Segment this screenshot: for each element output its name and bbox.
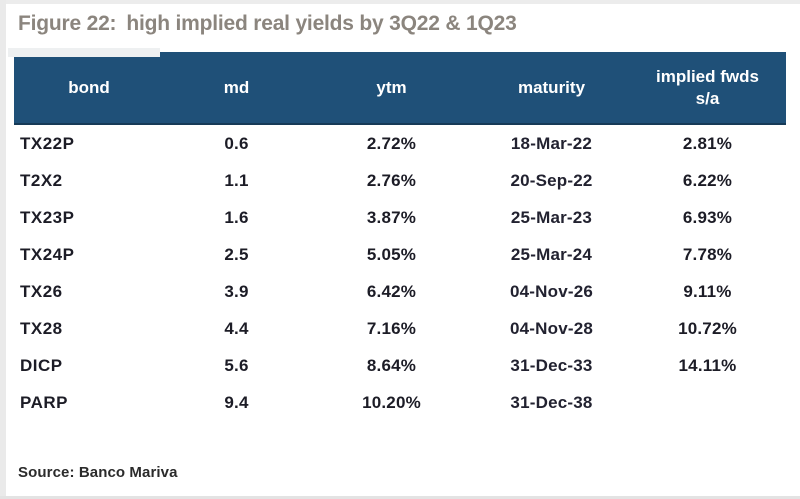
implied-fwds-cell: 6.22% [682, 170, 733, 190]
table-row: TX23P 1.6 3.87% 25-Mar-23 6.93% [14, 199, 786, 236]
implied-fwds-cell: 10.72% [678, 318, 737, 338]
table-row: TX22P 0.6 2.72% 18-Mar-22 2.81% [14, 125, 786, 162]
ytm-cell: 10.20% [362, 392, 421, 412]
figure-label: Figure 22: [18, 12, 117, 35]
frame-edge-left [0, 0, 6, 499]
implied-fwds-cell: 7.78% [682, 244, 733, 264]
maturity-cell: 31-Dec-38 [510, 392, 593, 412]
bond-yield-table: bond md ytm maturity implied fwds s/a TX… [14, 52, 786, 421]
figure-title: Figure 22: high implied real yields by 3Q… [18, 12, 517, 36]
maturity-cell: 04-Nov-28 [509, 318, 594, 338]
column-header-maturity: maturity [517, 77, 586, 97]
column-header-md: md [223, 77, 250, 97]
ytm-cell: 3.87% [366, 207, 417, 227]
table-row: PARP 9.4 10.20% 31-Dec-38 [14, 384, 786, 421]
md-cell: 0.6 [224, 133, 249, 153]
table-row: TX28 4.4 7.16% 04-Nov-28 10.72% [14, 310, 786, 347]
accent-strip [8, 48, 160, 57]
column-header-bond: bond [68, 77, 110, 97]
maturity-cell: 20-Sep-22 [510, 170, 593, 190]
source-note: Source: Banco Mariva [18, 464, 178, 481]
table-header-row: bond md ytm maturity implied fwds s/a [14, 52, 786, 125]
md-cell: 3.9 [224, 281, 249, 301]
maturity-cell: 31-Dec-33 [510, 355, 593, 375]
md-cell: 1.1 [224, 170, 249, 190]
ytm-cell: 2.72% [366, 133, 417, 153]
ytm-cell: 6.42% [366, 281, 417, 301]
bond-cell: PARP [20, 392, 68, 412]
figure-title-text: high implied real yields by 3Q22 & 1Q23 [126, 12, 517, 35]
column-header-ytm: ytm [376, 77, 407, 97]
implied-fwds-cell: 6.93% [682, 207, 733, 227]
bond-cell: TX22P [20, 133, 75, 153]
bond-cell: T2X2 [20, 170, 63, 190]
table-row: DICP 5.6 8.64% 31-Dec-33 14.11% [14, 347, 786, 384]
bond-cell: TX24P [20, 244, 75, 264]
maturity-cell: 25-Mar-24 [510, 244, 593, 264]
md-cell: 4.4 [224, 318, 249, 338]
implied-fwds-cell: 14.11% [678, 355, 737, 375]
ytm-cell: 2.76% [366, 170, 417, 190]
ytm-cell: 7.16% [366, 318, 417, 338]
implied-fwds-cell: 9.11% [683, 281, 732, 301]
frame-edge-bottom [0, 496, 800, 499]
md-cell: 5.6 [224, 355, 249, 375]
md-cell: 1.6 [224, 207, 249, 227]
table-body: TX22P 0.6 2.72% 18-Mar-22 2.81% T2X2 1.1… [14, 125, 786, 421]
maturity-cell: 18-Mar-22 [510, 133, 593, 153]
implied-fwds-cell: 2.81% [682, 133, 733, 153]
bond-cell: DICP [20, 355, 63, 375]
table-row: T2X2 1.1 2.76% 20-Sep-22 6.22% [14, 162, 786, 199]
maturity-cell: 04-Nov-26 [509, 281, 594, 301]
md-cell: 2.5 [224, 244, 249, 264]
table-row: TX24P 2.5 5.05% 25-Mar-24 7.78% [14, 236, 786, 273]
ytm-cell: 5.05% [366, 244, 417, 264]
bond-cell: TX23P [20, 207, 75, 227]
frame-edge-top [0, 0, 800, 4]
bond-cell: TX26 [20, 281, 63, 301]
maturity-cell: 25-Mar-23 [510, 207, 593, 227]
ytm-cell: 8.64% [366, 355, 417, 375]
table-row: TX26 3.9 6.42% 04-Nov-26 9.11% [14, 273, 786, 310]
bond-cell: TX28 [20, 318, 63, 338]
md-cell: 9.4 [224, 392, 249, 412]
column-header-implied-fwds: implied fwds s/a [656, 67, 759, 108]
